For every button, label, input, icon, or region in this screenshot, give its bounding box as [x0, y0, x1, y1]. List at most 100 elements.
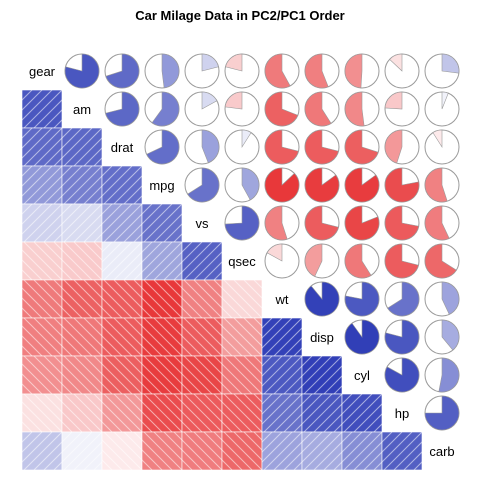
hatch-line: [182, 411, 203, 432]
pie-cell-cyl-hp: [384, 357, 420, 393]
hatch-line: [103, 242, 142, 280]
hatch-line: [182, 242, 213, 273]
pie-slice: [424, 395, 460, 431]
pie-slice: [304, 167, 340, 203]
hatch-line: [62, 166, 83, 187]
hatch-line: [22, 373, 43, 394]
pie-slice: [344, 243, 372, 279]
hatch-line: [262, 318, 273, 329]
pie-slice: [264, 91, 299, 127]
hatch-line: [283, 413, 302, 432]
pie-slice: [105, 91, 140, 127]
hatch-line: [263, 318, 302, 356]
shade-hatch: [102, 280, 142, 318]
hatch-line: [73, 213, 102, 242]
shade-cell-qsec-mpg: [141, 241, 183, 281]
hatch-line: [142, 287, 173, 318]
hatch-line: [22, 259, 43, 280]
hatch-line: [22, 166, 43, 187]
hatch-line: [62, 204, 83, 225]
shade-hatch: [22, 90, 62, 128]
hatch-line: [113, 356, 142, 385]
hatch-line: [62, 249, 93, 280]
hatch-line: [83, 242, 102, 261]
hatch-line: [213, 432, 222, 441]
hatch-line: [313, 365, 342, 394]
hatch-line: [153, 318, 182, 347]
hatch-line: [262, 432, 293, 463]
hatch-line: [113, 280, 142, 309]
hatch-line: [243, 318, 262, 337]
shade-cell-carb-disp: [301, 431, 343, 471]
pie-cell-gear-cyl: [344, 53, 380, 89]
hatch-line: [62, 297, 83, 318]
hatch-line: [102, 373, 123, 394]
hatch-line: [313, 403, 342, 432]
hatch-line: [93, 242, 102, 251]
hatch-line: [73, 242, 102, 271]
hatch-line: [102, 363, 133, 394]
hatch-line: [73, 318, 102, 347]
shade-cell-hp-qsec: [221, 393, 263, 433]
hatch-line: [133, 280, 142, 289]
hatch-line: [233, 432, 262, 461]
hatch-line: [222, 363, 253, 394]
hatch-line: [22, 431, 23, 432]
hatch-line: [53, 394, 62, 403]
hatch-line: [163, 318, 182, 337]
hatch-line: [22, 128, 33, 139]
hatch-line: [63, 318, 102, 356]
hatch-line: [133, 195, 142, 204]
var-label-drat: drat: [111, 140, 134, 155]
shade-hatch: [142, 394, 182, 432]
pie-cell-wt-carb: [424, 281, 460, 317]
shade-hatch: [342, 394, 382, 432]
shade-hatch: [22, 432, 62, 470]
hatch-line: [182, 449, 203, 470]
hatch-line: [22, 411, 43, 432]
hatch-line: [73, 441, 102, 470]
hatch-line: [163, 394, 182, 413]
pie-cell-mpg-disp: [304, 167, 340, 203]
var-label-cyl: cyl: [354, 368, 370, 383]
hatch-line: [222, 411, 243, 432]
var-label-hp: hp: [395, 406, 409, 421]
hatch-line: [33, 356, 62, 385]
hatch-line: [102, 242, 133, 273]
hatch-line: [142, 373, 163, 394]
hatch-line: [22, 421, 33, 432]
hatch-line: [43, 185, 62, 204]
hatch-line: [263, 394, 302, 432]
pie-cell-drat-wt: [264, 129, 300, 165]
hatch-line: [62, 401, 93, 432]
pie-cell-gear-wt: [264, 53, 300, 89]
hatch-line: [183, 280, 222, 318]
hatch-line: [123, 432, 142, 451]
hatch-line: [133, 394, 142, 403]
hatch-line: [203, 432, 222, 451]
pie-cell-qsec-disp: [304, 243, 340, 279]
hatch-line: [83, 185, 102, 204]
hatch-line: [63, 166, 102, 204]
var-label-mpg: mpg: [149, 178, 174, 193]
hatch-line: [253, 356, 262, 365]
hatch-line: [102, 459, 113, 470]
hatch-line: [454, 432, 480, 470]
hatch-line: [142, 242, 163, 263]
hatch-line: [182, 307, 193, 318]
hatch-line: [142, 307, 153, 318]
hatch-line: [263, 432, 302, 470]
hatch-line: [342, 394, 363, 415]
pie-slice: [387, 281, 420, 317]
pie-slice: [344, 129, 379, 165]
hatch-line: [142, 421, 153, 432]
pie-slice: [441, 281, 460, 315]
shade-hatch: [262, 394, 302, 432]
shade-cell-carb-am: [61, 431, 103, 471]
hatch-line: [113, 432, 142, 461]
hatch-line: [33, 394, 62, 423]
hatch-line: [73, 137, 102, 166]
hatch-line: [262, 394, 283, 415]
hatch-line: [253, 432, 262, 441]
hatch-line: [153, 356, 182, 385]
